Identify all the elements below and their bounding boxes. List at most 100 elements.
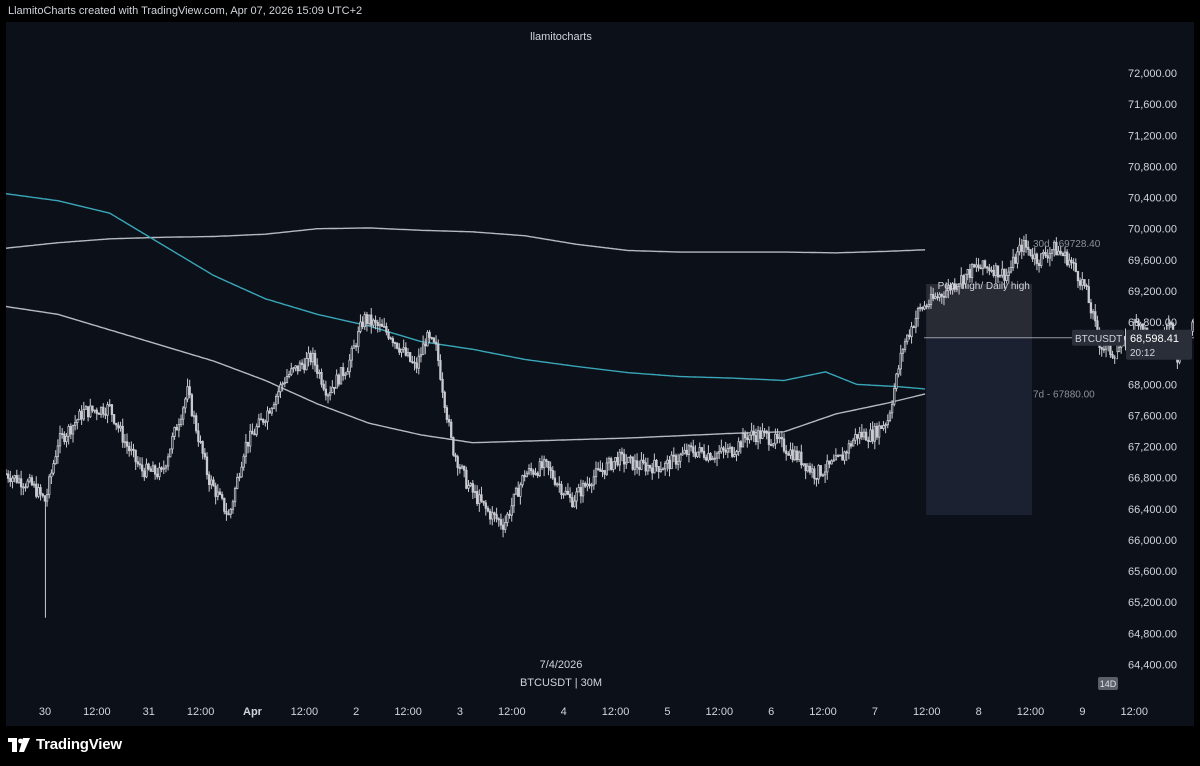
candle-body [110, 404, 114, 415]
candle-body [117, 424, 120, 429]
candle-body [687, 445, 691, 455]
candle-body [635, 460, 639, 468]
candle-body [854, 434, 857, 441]
candle-body [339, 367, 343, 385]
tradingview-wordmark: TradingView [36, 736, 122, 753]
candle-body [445, 407, 449, 420]
candle-body [944, 290, 948, 298]
price-axis-tick: 68,000.00 [1128, 379, 1177, 391]
candle-body [393, 342, 397, 344]
candle-body [947, 285, 950, 292]
candle-body [266, 410, 269, 423]
candle-body [767, 432, 771, 445]
candle-body [270, 407, 273, 414]
candle-body [296, 365, 299, 372]
candle-body [290, 368, 293, 375]
candlestick-chart[interactable]: llamitocharts 30d - 69728.40 7d - 67880.00… [6, 22, 1194, 726]
candle-body [188, 386, 191, 396]
candle-body [251, 430, 254, 435]
candle-body [229, 508, 232, 515]
candle-body [67, 426, 70, 437]
candle-body [1011, 256, 1015, 268]
candle-body [184, 398, 187, 409]
price-tag-value-text: 68,598.41 [1130, 333, 1179, 345]
candle-body [754, 434, 758, 443]
candle-body [547, 460, 550, 469]
candle-body [670, 454, 673, 470]
candle-body [594, 468, 598, 478]
candle-body [480, 494, 483, 502]
candle-body [112, 414, 116, 424]
candle-body [573, 500, 576, 508]
tradingview-logo[interactable]: TradingView [8, 736, 122, 753]
candle-body [966, 269, 969, 275]
candle-body [927, 304, 930, 307]
candle-body [718, 451, 721, 454]
candle-body [484, 502, 487, 509]
candle-body [283, 382, 286, 384]
candle-body [908, 334, 911, 338]
candle-body [815, 477, 818, 480]
candle-body [186, 386, 189, 400]
candle-body [579, 487, 583, 497]
candle-body [525, 472, 529, 478]
price-axis-tick: 65,200.00 [1128, 597, 1177, 609]
candle-body [860, 431, 863, 438]
price-axis-tick: 68,800.00 [1128, 317, 1177, 329]
candle-body [618, 451, 621, 466]
candle-body [56, 445, 60, 457]
candle-body [363, 314, 366, 328]
candle-body [620, 451, 624, 455]
annotation-poor-high: Poor high/ Daily high [938, 281, 1030, 292]
candle-body [839, 454, 842, 457]
time-axis-tick: 30 [39, 706, 51, 718]
candle-body [285, 376, 289, 383]
candle-body [324, 388, 328, 396]
candle-body [201, 441, 204, 454]
candle-body [512, 493, 516, 507]
candle-body [664, 462, 667, 470]
candle-body [354, 345, 358, 348]
candle-body [540, 461, 544, 469]
candle-body [1024, 240, 1028, 248]
candle-body [776, 433, 779, 439]
time-axis-tick: 12:00 [187, 706, 215, 718]
candle-body [562, 493, 565, 496]
candle-body [683, 449, 686, 454]
candle-body [460, 465, 464, 469]
candle-body [752, 430, 755, 436]
candle-body [622, 453, 626, 465]
candle-body [834, 455, 838, 461]
candle-body [478, 494, 481, 504]
candle-body [452, 437, 455, 456]
candle-body [1100, 347, 1103, 350]
candle-body [733, 454, 736, 457]
candle-body [955, 286, 959, 290]
candle-body [888, 412, 892, 421]
candle-body [141, 464, 144, 472]
chart-panel[interactable]: llamitocharts 30d - 69728.40 7d - 67880.00… [6, 22, 1194, 726]
candle-body [350, 347, 353, 361]
candle-body [510, 505, 513, 516]
candle-body [398, 347, 401, 353]
timeframe-badge-text: 14D [1100, 679, 1117, 689]
candle-body [298, 362, 302, 372]
candle-body [553, 477, 557, 485]
price-axis-tick: 71,600.00 [1128, 99, 1177, 111]
candle-body [43, 495, 47, 502]
candle-body [41, 493, 44, 497]
candle-body [471, 483, 474, 493]
candle-body [156, 473, 159, 478]
candle-body [1191, 321, 1194, 332]
candle-body [361, 321, 364, 328]
candle-body [6, 473, 8, 476]
candle-body [199, 441, 202, 443]
candle-body [806, 465, 809, 472]
candle-body [638, 467, 641, 470]
candle-body [769, 444, 773, 446]
candle-body [365, 314, 369, 324]
candle-body [437, 343, 440, 361]
candle-body [819, 465, 822, 476]
candle-body [867, 439, 870, 442]
candle-body [1094, 311, 1097, 322]
